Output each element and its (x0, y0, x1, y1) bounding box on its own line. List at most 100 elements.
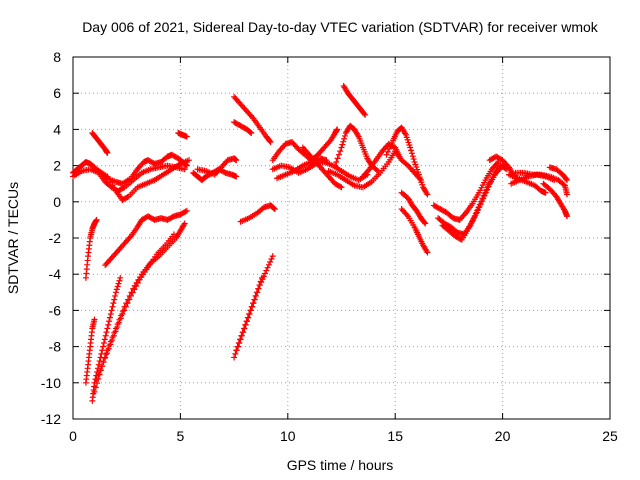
y-tick-label: -6 (49, 302, 62, 318)
y-tick-label: -10 (41, 375, 61, 391)
data-point (124, 300, 131, 307)
data-point (98, 363, 105, 370)
data-point (410, 156, 417, 163)
series-arc-14 (231, 93, 274, 146)
series-arc-29 (398, 189, 429, 227)
data-point (126, 296, 133, 303)
data-point (257, 278, 264, 285)
series-arc-10 (82, 316, 98, 386)
data-point (234, 343, 241, 350)
data-point (333, 158, 340, 165)
data-point (340, 138, 347, 145)
data-point (109, 337, 116, 344)
series-arc-19 (269, 126, 341, 164)
data-point (475, 204, 482, 211)
series-arc-31 (430, 158, 502, 223)
data-point (111, 296, 118, 303)
data-point (113, 286, 120, 293)
data-point (110, 332, 117, 339)
x-tick-label: 20 (495, 428, 511, 444)
data-point (408, 150, 415, 157)
series-arc-35 (506, 171, 549, 196)
data-point (243, 318, 250, 325)
series-arc-02 (70, 162, 188, 194)
y-tick-label: 0 (53, 194, 61, 210)
data-point (107, 311, 114, 318)
data-point (129, 289, 136, 296)
data-point (108, 307, 115, 314)
data-point (264, 264, 271, 271)
y-tick-label: 8 (53, 49, 61, 65)
data-point (112, 328, 119, 335)
series-arc-04 (89, 130, 111, 156)
data-point (99, 347, 106, 354)
data-point (252, 292, 259, 299)
data-point (96, 358, 103, 365)
data-point (388, 140, 395, 147)
data-point (103, 329, 110, 336)
series-arc-23 (340, 82, 369, 118)
data-point (564, 177, 571, 184)
data-point (386, 145, 393, 152)
data-point (474, 207, 481, 214)
data-point (409, 153, 416, 160)
data-point (106, 318, 113, 325)
data-point (563, 175, 570, 182)
data-point (262, 270, 269, 277)
data-point (183, 133, 190, 140)
data-point (263, 267, 270, 274)
data-point (121, 307, 128, 314)
data-point (362, 111, 369, 118)
data-point (255, 285, 262, 292)
series-arc-20 (269, 158, 371, 184)
data-point (269, 253, 276, 260)
data-point (338, 184, 345, 191)
data-point (97, 367, 104, 374)
data-point (95, 361, 102, 368)
data-point (231, 354, 238, 361)
x-tick-label: 15 (387, 428, 403, 444)
series-arc-15 (231, 119, 255, 137)
series-arc-28 (392, 148, 424, 184)
data-point (334, 155, 341, 162)
data-point (479, 195, 486, 202)
data-point (337, 148, 344, 155)
data-point (417, 177, 424, 184)
data-points (70, 82, 571, 404)
data-point (233, 157, 240, 164)
series-arc-30 (398, 206, 431, 256)
data-point (271, 206, 278, 213)
data-point (114, 283, 121, 290)
data-point (92, 384, 99, 391)
data-point (422, 220, 429, 227)
data-point (127, 292, 134, 299)
data-point (248, 303, 255, 310)
data-point (373, 166, 380, 173)
series-arc-09 (102, 207, 190, 269)
data-point (240, 325, 247, 332)
data-point (115, 280, 122, 287)
series-arc-25 (325, 148, 399, 191)
data-point (253, 289, 260, 296)
series-arc-16 (237, 202, 278, 225)
data-point (481, 190, 488, 197)
series-arc-03 (95, 157, 192, 203)
data-point (104, 149, 111, 156)
data-point (323, 157, 330, 164)
data-point (124, 194, 131, 201)
data-point (542, 189, 549, 196)
data-point (335, 151, 342, 158)
data-point (483, 187, 490, 194)
data-point (238, 332, 245, 339)
data-point (120, 185, 127, 192)
data-point (110, 300, 117, 307)
data-point (480, 193, 487, 200)
data-point (106, 314, 113, 321)
data-point (267, 258, 274, 265)
data-point (424, 249, 431, 256)
series-arc-13 (93, 231, 177, 383)
series-arc-22 (299, 144, 345, 191)
data-point (119, 311, 126, 318)
data-point (134, 279, 141, 286)
data-point (112, 289, 119, 296)
